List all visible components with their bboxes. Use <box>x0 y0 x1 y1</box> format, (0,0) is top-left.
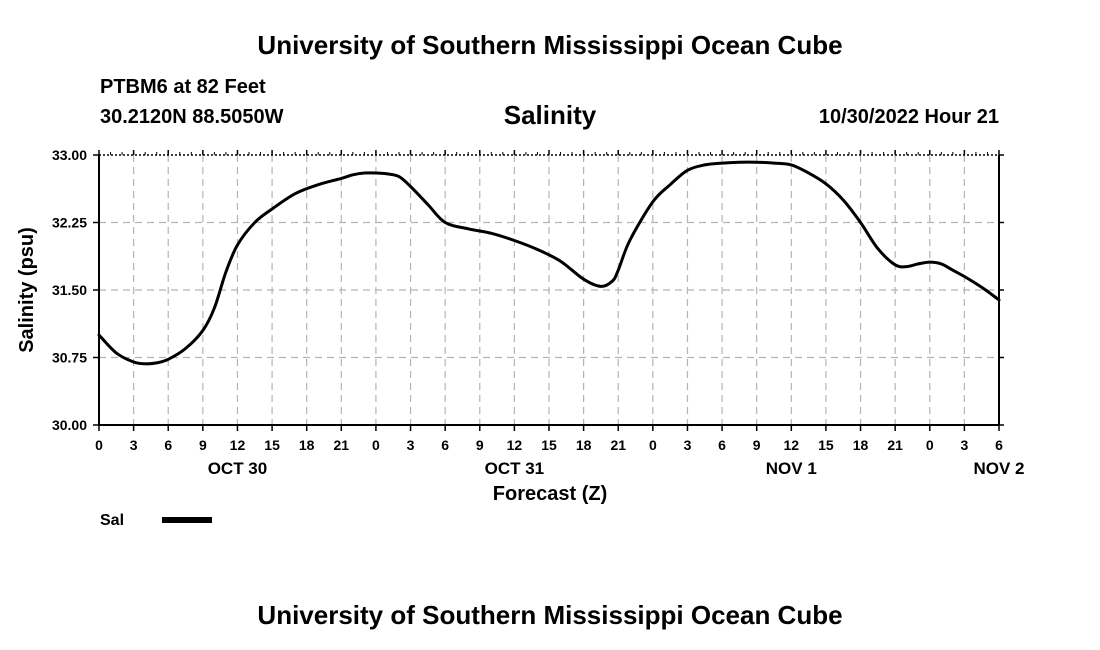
x-tick-label: 6 <box>718 437 726 453</box>
series-layer <box>97 160 1001 366</box>
station-coordinates: 30.2120N 88.5050W <box>100 106 284 128</box>
x-tick-label: 6 <box>995 437 1003 453</box>
x-tick-label: 12 <box>230 437 246 453</box>
footer-title: University of Southern Mississippi Ocean… <box>257 600 843 630</box>
x-tick-label: 18 <box>299 437 315 453</box>
x-tick-label: 0 <box>95 437 103 453</box>
y-axis-label: Salinity (psu) <box>16 227 38 353</box>
x-tick-label: 6 <box>164 437 172 453</box>
grid-layer <box>99 155 999 425</box>
x-tick-label: 3 <box>407 437 415 453</box>
legend-label: Sal <box>100 512 124 529</box>
x-tick-label: 12 <box>507 437 523 453</box>
x-tick-label: 3 <box>130 437 138 453</box>
x-day-label: OCT 30 <box>208 459 268 478</box>
y-tick-label: 30.75 <box>52 350 87 366</box>
x-tick-label: 6 <box>441 437 449 453</box>
x-tick-label: 15 <box>818 437 834 453</box>
x-day-label: NOV 1 <box>766 459 817 478</box>
x-tick-label: 15 <box>264 437 280 453</box>
y-tick-label: 30.00 <box>52 417 87 433</box>
axes-layer: 30.00 30.75 31.50 32.25 33.00 0 3 6 9 12 15 18 21 0 3 6… <box>52 147 1025 478</box>
x-tick-label: 0 <box>372 437 380 453</box>
x-tick-label: 9 <box>476 437 484 453</box>
y-tick-label: 32.25 <box>52 215 87 231</box>
x-tick-label: 9 <box>199 437 207 453</box>
y-tick-label: 33.00 <box>52 147 87 163</box>
x-tick-label: 21 <box>887 437 903 453</box>
station-name: PTBM6 at 82 Feet <box>100 76 266 98</box>
x-tick-label: 21 <box>334 437 350 453</box>
x-tick-label: 0 <box>926 437 934 453</box>
x-day-label: OCT 31 <box>485 459 545 478</box>
x-tick-label: 18 <box>576 437 592 453</box>
x-tick-label: 18 <box>853 437 869 453</box>
x-tick-label: 12 <box>784 437 800 453</box>
x-tick-label: 3 <box>960 437 968 453</box>
main-title: University of Southern Mississippi Ocean… <box>257 30 843 60</box>
x-tick-label: 0 <box>649 437 657 453</box>
variable-title: Salinity <box>503 100 597 130</box>
x-axis-label: Forecast (Z) <box>493 483 607 505</box>
x-tick-label: 9 <box>753 437 761 453</box>
y-tick-label: 31.50 <box>52 282 87 298</box>
x-tick-label: 3 <box>684 437 692 453</box>
series-line-sal <box>97 160 1001 366</box>
forecast-datetime: 10/30/2022 Hour 21 <box>818 106 999 128</box>
x-day-label: NOV 2 <box>973 459 1024 478</box>
x-tick-label: 15 <box>541 437 557 453</box>
x-tick-label: 21 <box>610 437 626 453</box>
legend: Sal <box>100 512 212 529</box>
